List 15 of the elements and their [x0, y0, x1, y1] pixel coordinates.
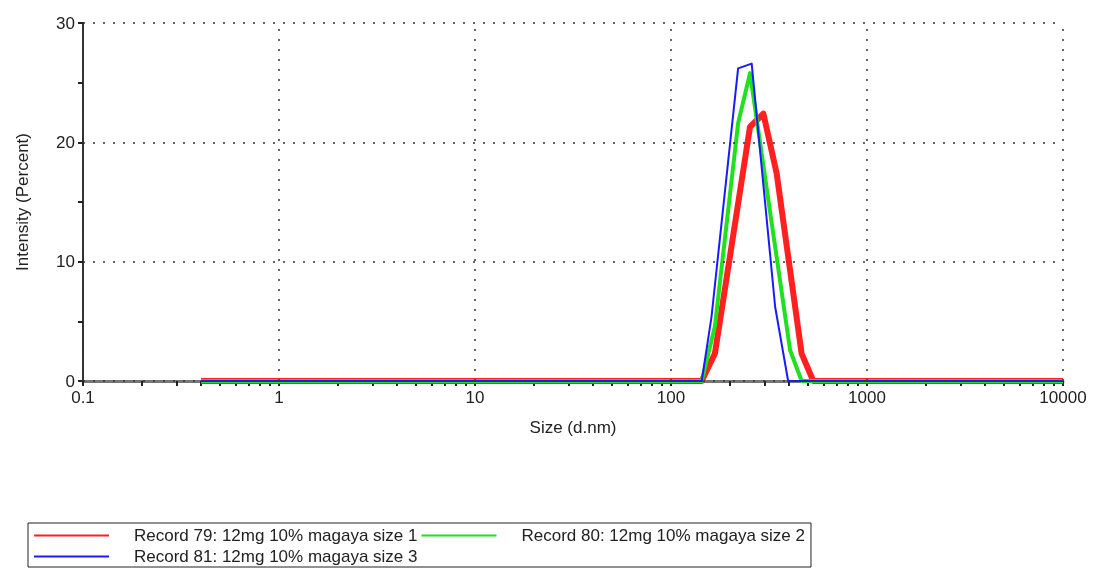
- x-tick-label: 0.1: [71, 388, 95, 407]
- legend-label: Record 81: 12mg 10% magaya size 3: [134, 547, 418, 566]
- x-tick-label: 100: [656, 388, 686, 407]
- y-tick-label: 10: [56, 252, 75, 272]
- y-tick-label: 20: [56, 132, 75, 152]
- x-axis-title: Size (d.nm): [529, 418, 617, 437]
- x-tick-label: 1000: [848, 388, 886, 407]
- y-axis-title: Intensity (Percent): [13, 133, 32, 271]
- x-tick-label: 10000: [1039, 388, 1087, 407]
- x-tick-label: 10: [465, 388, 485, 407]
- x-tick-label: 1: [274, 388, 284, 407]
- legend-label: Record 80: 12mg 10% magaya size 2: [521, 526, 805, 545]
- y-tick-label: 0: [65, 371, 75, 391]
- y-tick-label: 30: [56, 13, 75, 33]
- legend-label: Record 79: 12mg 10% magaya size 1: [134, 526, 418, 545]
